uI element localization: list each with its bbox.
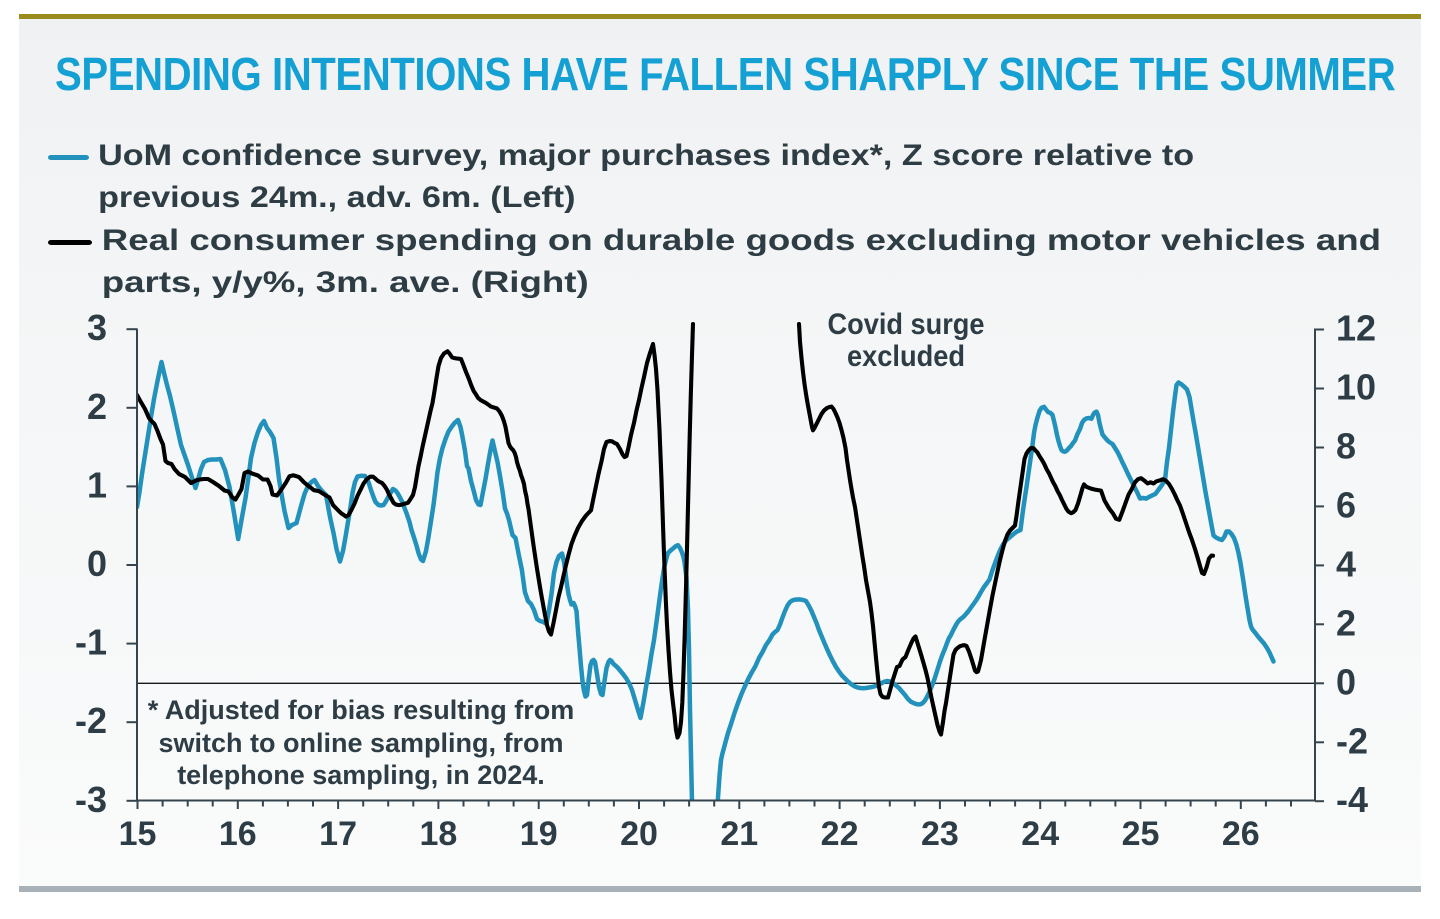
svg-text:8: 8 xyxy=(1336,426,1356,467)
svg-text:1: 1 xyxy=(87,464,107,505)
svg-text:10: 10 xyxy=(1336,367,1376,408)
svg-text:2: 2 xyxy=(1336,602,1356,643)
svg-text:-3: -3 xyxy=(75,779,107,820)
svg-text:-1: -1 xyxy=(75,622,107,663)
svg-text:-4: -4 xyxy=(1336,779,1368,820)
svg-text:18: 18 xyxy=(419,815,457,853)
svg-text:15: 15 xyxy=(119,815,157,853)
svg-text:17: 17 xyxy=(319,815,357,853)
svg-text:16: 16 xyxy=(219,815,257,853)
svg-text:-2: -2 xyxy=(75,700,107,741)
svg-text:0: 0 xyxy=(1336,661,1356,702)
svg-text:excluded: excluded xyxy=(847,340,965,373)
svg-text:26: 26 xyxy=(1222,815,1260,853)
svg-text:20: 20 xyxy=(620,815,658,853)
svg-text:22: 22 xyxy=(821,815,859,853)
svg-text:3: 3 xyxy=(87,307,107,348)
svg-text:25: 25 xyxy=(1122,815,1160,853)
svg-text:23: 23 xyxy=(921,815,959,853)
svg-text:2: 2 xyxy=(87,386,107,427)
svg-text:19: 19 xyxy=(520,815,558,853)
svg-text:24: 24 xyxy=(1021,815,1059,853)
svg-text:0: 0 xyxy=(87,543,107,584)
svg-text:4: 4 xyxy=(1336,543,1356,584)
svg-text:Covid surge: Covid surge xyxy=(828,308,985,341)
svg-text:-2: -2 xyxy=(1336,720,1368,761)
svg-text:6: 6 xyxy=(1336,484,1356,525)
svg-text:12: 12 xyxy=(1336,308,1376,349)
svg-text:21: 21 xyxy=(720,815,758,853)
